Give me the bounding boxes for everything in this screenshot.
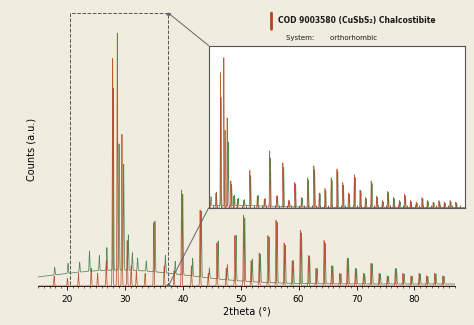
X-axis label: 2theta (°): 2theta (°): [223, 307, 270, 317]
Text: Space group: Pnma (62): Space group: Pnma (62): [286, 51, 371, 58]
Y-axis label: Counts (a.u.): Counts (a.u.): [27, 118, 36, 181]
Bar: [70, 13, 168, 286]
Text: System:       orthorhombic: System: orthorhombic: [286, 35, 377, 41]
Text: COD 9003580 (CuSbS₂) Chalcostibite: COD 9003580 (CuSbS₂) Chalcostibite: [278, 16, 436, 25]
